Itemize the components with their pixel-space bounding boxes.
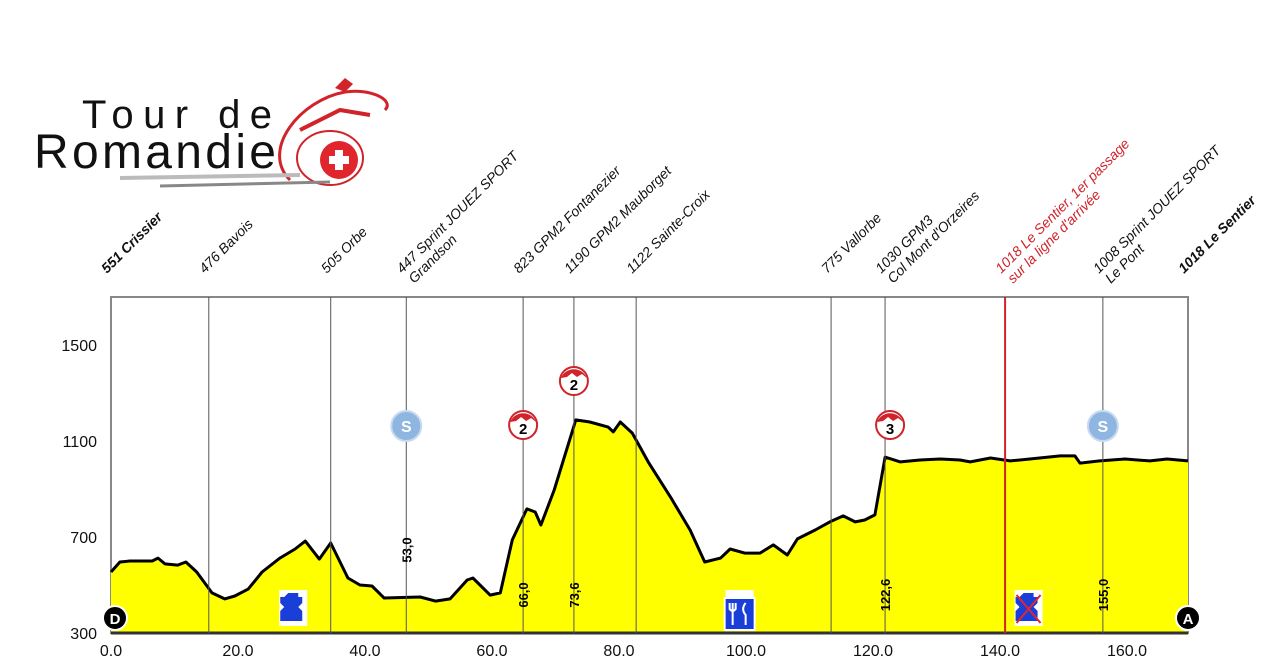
- logo-line2: Romandie: [34, 126, 276, 179]
- x-tick-label: 120.0: [853, 643, 893, 660]
- y-tick-label: 1100: [63, 434, 98, 451]
- y-tick-label: 700: [70, 530, 97, 547]
- x-tick-label: 60.0: [476, 643, 507, 660]
- finish-marker-letter: A: [1183, 611, 1194, 628]
- km-marker-label: 155,0: [1096, 579, 1111, 612]
- climb-category-number: 2: [570, 377, 578, 394]
- x-tick-label: 160.0: [1107, 643, 1147, 660]
- finish-marker-icon: [1175, 605, 1201, 631]
- waypoint-label: 551 Crissier: [98, 208, 167, 277]
- logo: Tour de Romandie: [34, 78, 389, 188]
- bottle-icon: [280, 593, 303, 621]
- y-tick-label: 1500: [61, 338, 97, 355]
- waypoint-label: 1018 Le Sentier: [1175, 191, 1260, 276]
- climb-category-number: 2: [519, 421, 527, 438]
- km-marker-label: 122,6: [878, 579, 893, 612]
- mountain-icon: [877, 413, 904, 422]
- x-tick-label: 140.0: [980, 643, 1020, 660]
- km-marker-label: 53,0: [399, 537, 414, 562]
- fork-knife-glyph: [728, 602, 747, 625]
- sprint-icon: [390, 410, 423, 442]
- sprint-icon-letter: S: [401, 419, 412, 436]
- start-marker-icon: [102, 605, 128, 631]
- start-marker-letter: D: [110, 611, 121, 628]
- sprint-icon-letter: S: [1098, 419, 1109, 436]
- feed-zone-icon: [723, 597, 756, 631]
- profile-area: [111, 419, 1188, 633]
- x-tick-label: 80.0: [603, 643, 634, 660]
- mountain-icon: [510, 413, 537, 422]
- cross-glyph: [1015, 594, 1042, 624]
- km-marker-label: 73,6: [567, 582, 582, 607]
- mountain-icon: [560, 369, 587, 378]
- waypoint-label: 476 Bavois: [196, 216, 256, 276]
- waypoint-label: 447 Sprint JOUEZ SPORT: [393, 147, 522, 276]
- x-tick-label: 40.0: [349, 643, 380, 660]
- profile-line: [109, 418, 1189, 603]
- y-tick-label: 300: [70, 626, 97, 643]
- x-tick-label: 0.0: [100, 643, 122, 660]
- x-tick-label: 100.0: [726, 643, 766, 660]
- climb-category-number: 3: [886, 421, 894, 438]
- sprint-icon: [1086, 410, 1119, 442]
- waypoint-label: sur la ligne d'arrivée: [1004, 186, 1104, 286]
- km-marker-label: 66,0: [516, 582, 531, 607]
- x-tick-label: 20.0: [222, 643, 253, 660]
- waypoint-label: 505 Orbe: [318, 223, 371, 276]
